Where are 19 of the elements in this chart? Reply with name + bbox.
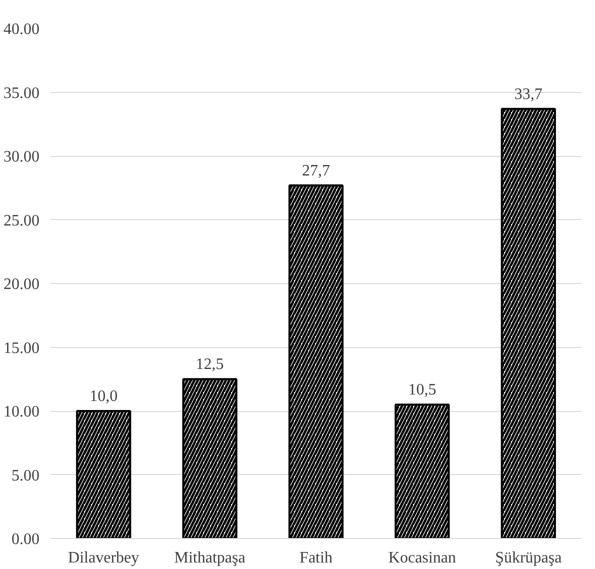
y-tick-label: 25.00 [4,212,40,230]
data-label: 10,5 [408,382,436,399]
data-label: 33,7 [514,86,542,103]
data-label: 27,7 [302,162,330,180]
x-tick-label: Mithatpaşa [174,550,246,566]
y-tick-label: 40.00 [4,21,40,38]
data-label: 10,0 [90,388,118,405]
x-tick-label: Dilaverbey [68,550,140,566]
x-tick-label: Şükrüpaşa [495,550,562,566]
y-tick-label: 15.00 [4,340,40,357]
y-tick-label: 10.00 [4,404,40,420]
y-tick-label: 35.00 [4,84,40,102]
x-tick-label: Fatih [300,550,332,566]
y-tick-label: 0.00 [12,531,40,548]
x-tick-label: Kocasinan [388,550,456,566]
data-label: 12,5 [196,356,224,374]
y-tick-label: 5.00 [12,467,40,484]
y-tick-label: 30.00 [4,148,40,166]
y-tick-label: 20.00 [4,276,40,293]
